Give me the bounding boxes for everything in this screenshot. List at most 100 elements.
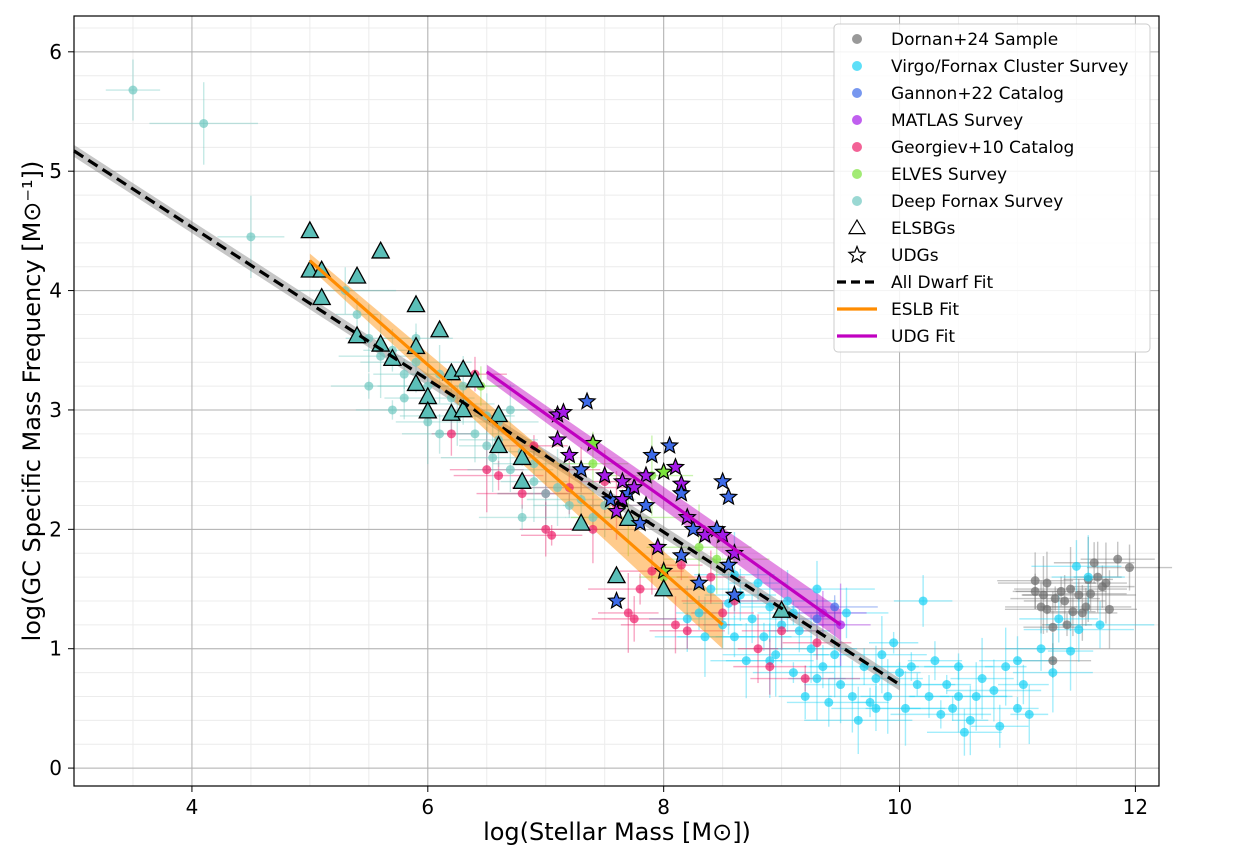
elsbg-marker: [429, 319, 450, 338]
elsbg-marker: [418, 400, 438, 419]
data-point: [777, 626, 787, 636]
y-tick-label: 2: [49, 517, 62, 541]
legend-label: Georgiev+10 Catalog: [891, 138, 1074, 158]
data-point: [706, 584, 716, 594]
data-point: [747, 614, 757, 624]
udg-marker: [636, 495, 656, 514]
data-point: [458, 381, 468, 391]
data-point: [806, 644, 816, 654]
data-point: [853, 715, 863, 725]
data-point: [895, 668, 905, 678]
elsbg-marker: [654, 578, 674, 597]
data-point: [989, 685, 999, 695]
data-point: [1048, 668, 1058, 678]
legend-dot-icon: [852, 169, 862, 179]
data-point: [954, 691, 964, 701]
data-point: [1113, 554, 1123, 564]
legend-label: MATLAS Survey: [891, 111, 1023, 131]
data-point: [529, 477, 539, 487]
data-point: [936, 709, 946, 719]
data-point: [1086, 589, 1096, 599]
data-point: [783, 596, 793, 606]
data-point: [889, 638, 899, 648]
udg-marker: [724, 584, 745, 604]
data-point: [800, 674, 810, 684]
udg-marker: [636, 465, 656, 484]
data-point: [1001, 662, 1011, 672]
data-point: [553, 483, 563, 493]
data-point: [759, 632, 769, 642]
data-point: [1056, 586, 1066, 596]
data-point: [517, 512, 527, 522]
udg-marker: [671, 483, 692, 502]
data-point: [871, 674, 881, 684]
data-point: [399, 369, 409, 379]
data-point: [1068, 607, 1078, 617]
udg-marker: [553, 402, 574, 421]
data-point: [1048, 622, 1058, 632]
udg-marker: [683, 519, 703, 538]
data-point: [977, 674, 987, 684]
elsbg-marker: [347, 265, 367, 284]
y-tick-label: 4: [49, 279, 62, 303]
data-point: [541, 489, 551, 499]
udg-marker: [559, 445, 579, 464]
legend-dot-icon: [852, 88, 862, 98]
elsbg-marker: [453, 359, 473, 377]
data-point: [364, 381, 374, 391]
data-point: [635, 584, 645, 594]
data-point: [753, 578, 763, 588]
udg-marker: [689, 572, 709, 592]
data-point: [423, 417, 433, 427]
y-tick-label: 3: [49, 398, 62, 422]
elsbg-marker: [488, 435, 509, 454]
data-point: [1071, 561, 1081, 571]
data-point: [588, 512, 598, 522]
data-point: [871, 703, 881, 713]
data-point: [830, 650, 840, 660]
udg-marker: [659, 435, 680, 454]
fit-line: [73, 149, 901, 686]
data-point: [1101, 578, 1111, 588]
legend-label: Dornan+24 Sample: [891, 30, 1058, 50]
legend-star-icon: [847, 244, 867, 264]
data-point: [948, 703, 958, 713]
legend-label: Virgo/Fornax Cluster Survey: [891, 57, 1128, 77]
data-point: [517, 489, 527, 499]
data-point: [847, 691, 857, 701]
data-point: [1089, 558, 1099, 568]
legend-label: All Dwarf Fit: [891, 273, 994, 293]
legend-label: ELSBGs: [891, 219, 956, 239]
elsbg-marker: [312, 287, 332, 306]
fit-line: [485, 370, 842, 627]
data-point: [1081, 602, 1091, 612]
data-point: [1038, 590, 1048, 600]
elsbg-marker: [512, 447, 532, 466]
x-tick-label: 8: [657, 795, 670, 819]
data-point: [246, 232, 256, 242]
data-point: [1066, 584, 1076, 594]
udg-marker: [606, 501, 627, 520]
udg-marker: [606, 590, 627, 610]
elsbg-marker: [300, 259, 320, 278]
legend-dot-icon: [852, 142, 862, 152]
data-point: [765, 662, 775, 672]
data-point: [547, 530, 557, 540]
y-tick-label: 5: [49, 159, 62, 183]
data-point: [995, 721, 1005, 731]
data-point: [128, 85, 138, 95]
data-point: [1036, 644, 1046, 654]
x-tick-label: 10: [887, 795, 912, 819]
data-point: [488, 453, 498, 463]
data-point: [865, 697, 875, 707]
udg-marker: [547, 429, 568, 449]
x-tick-label: 6: [421, 795, 434, 819]
elsbg-marker: [406, 294, 426, 313]
data-point: [812, 614, 822, 624]
legend: Dornan+24 Sample Virgo/Fornax Cluster Sur…: [833, 23, 1151, 353]
udg-marker: [654, 461, 674, 481]
elsbg-marker: [571, 513, 591, 531]
data-point: [883, 691, 893, 701]
data-point: [824, 697, 834, 707]
